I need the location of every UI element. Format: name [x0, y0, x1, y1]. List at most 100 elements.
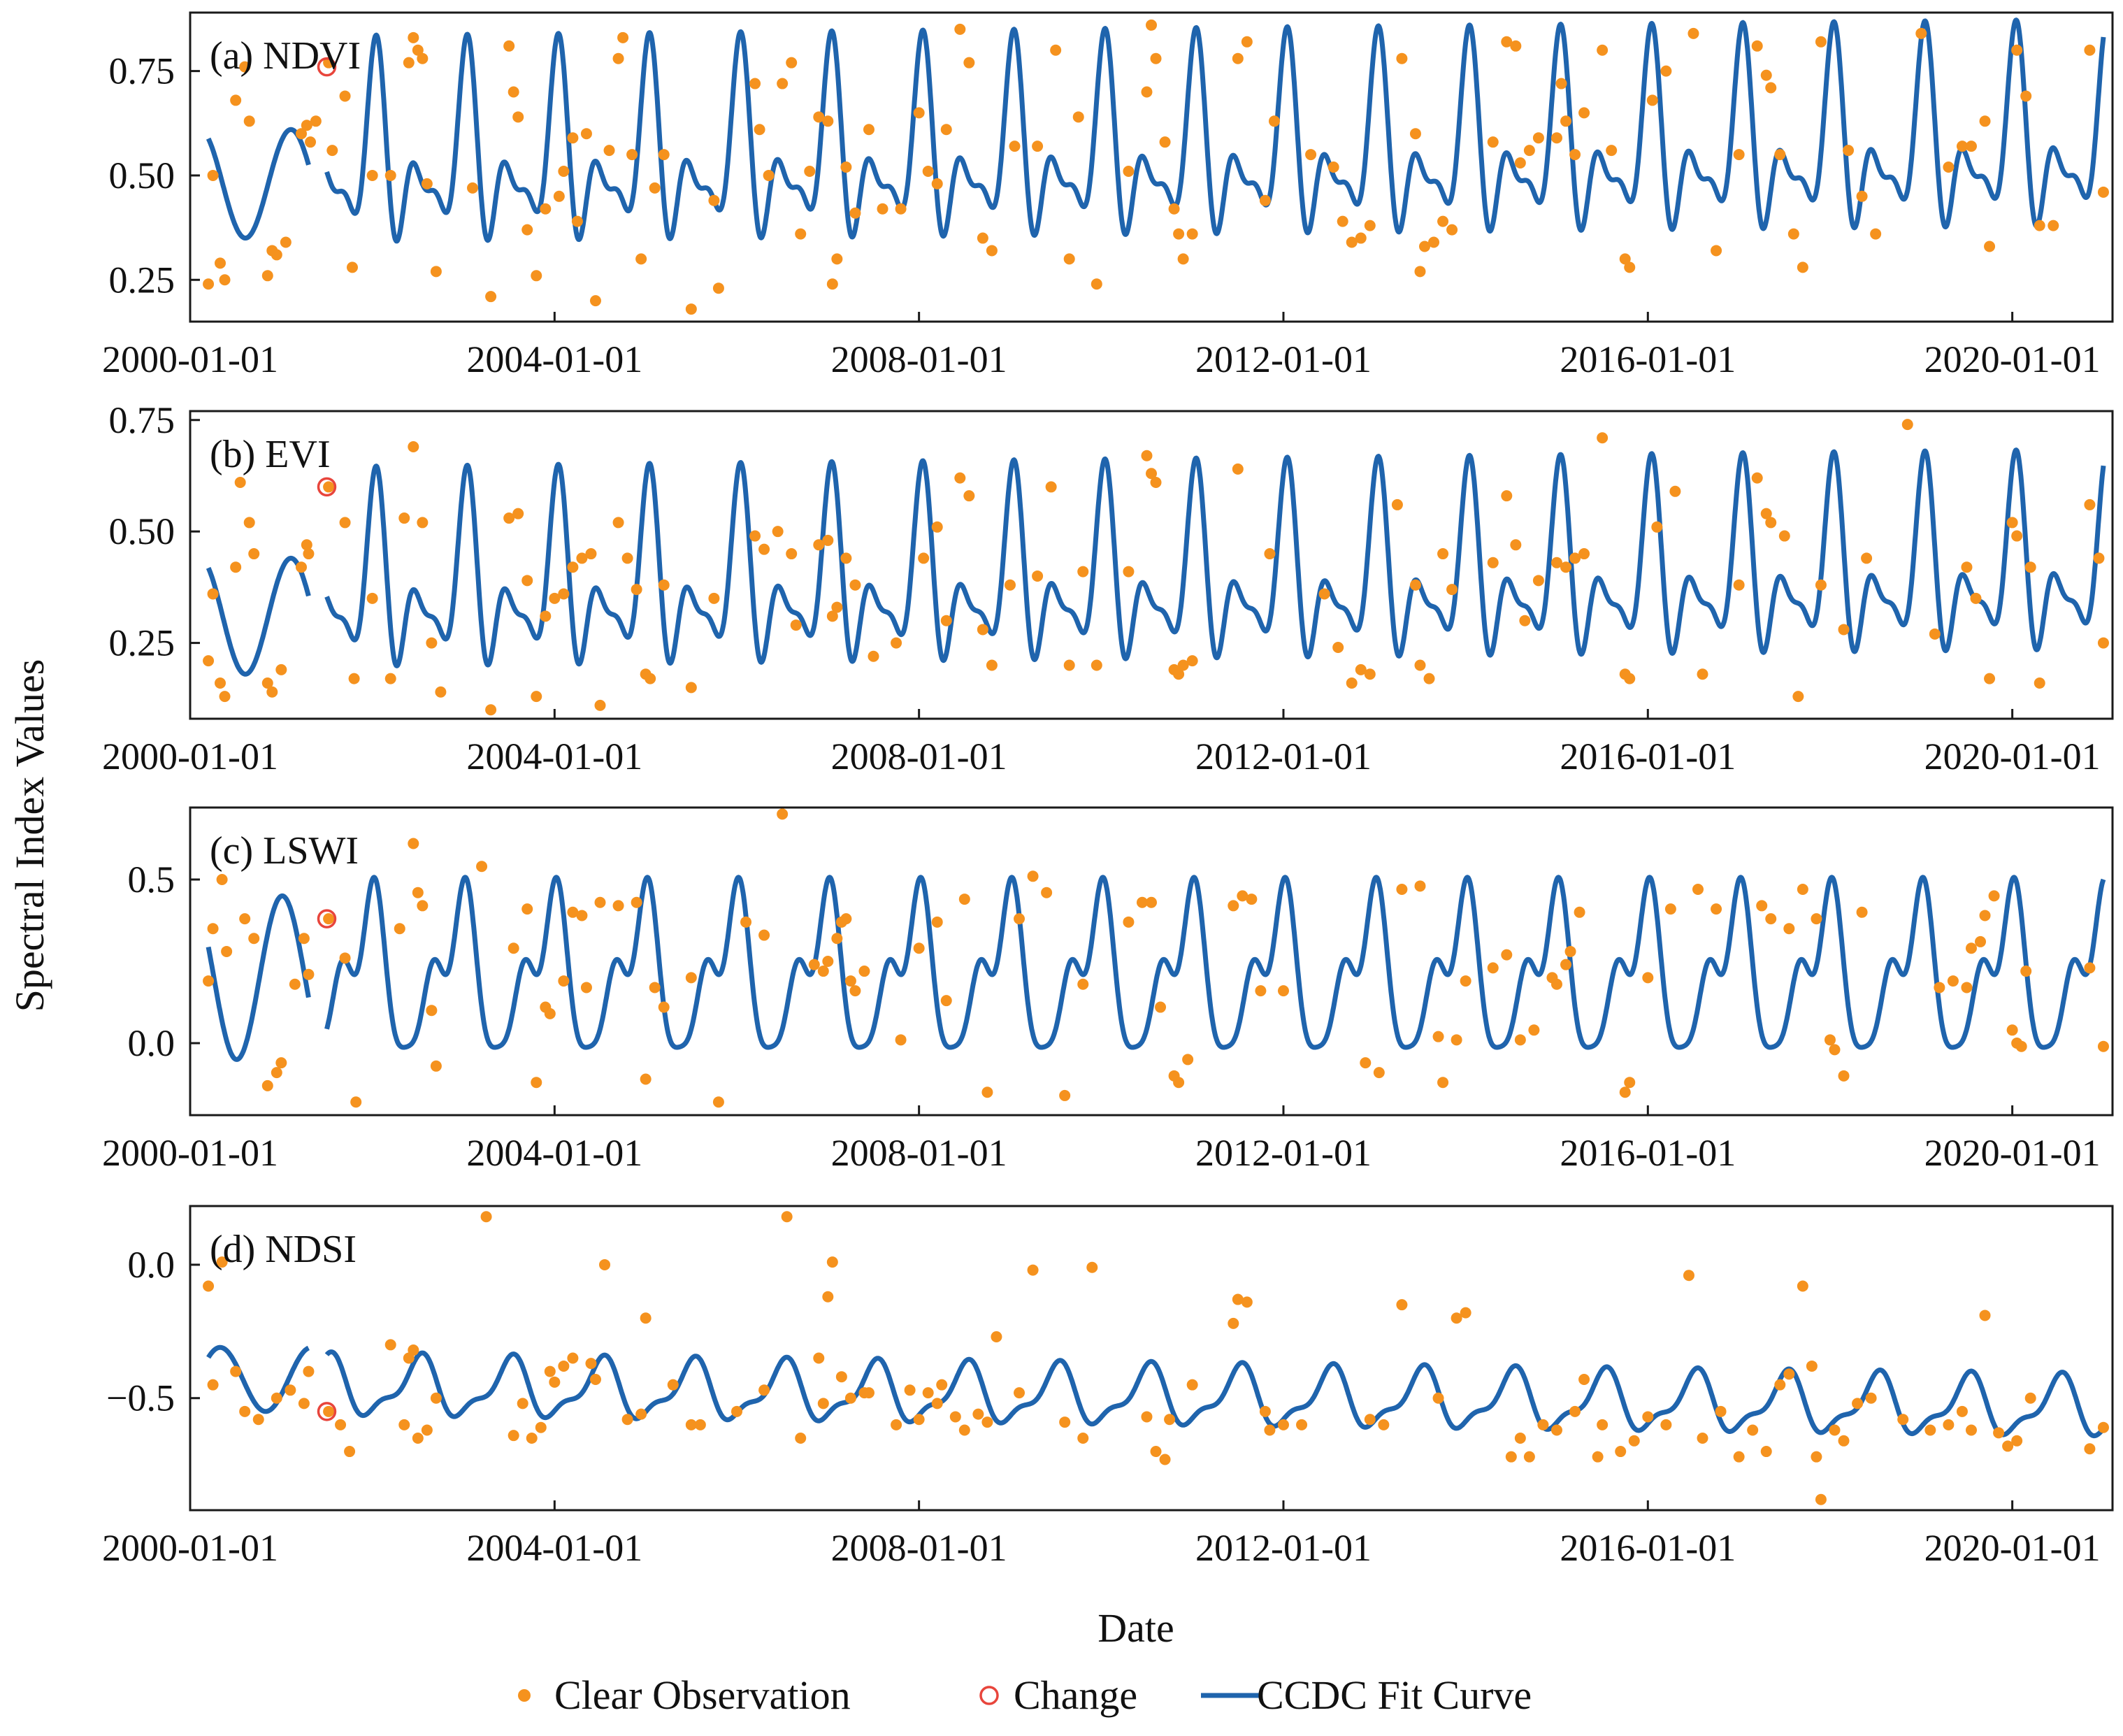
observation-point: [1578, 1374, 1590, 1386]
observation-point: [667, 1379, 679, 1391]
observation-point: [640, 1312, 652, 1324]
observation-point: [640, 1073, 652, 1085]
x-tick-label: 2008-01-01: [831, 338, 1007, 380]
observation-point: [366, 169, 378, 181]
observation-point: [1774, 149, 1786, 161]
observation-point: [1305, 149, 1317, 161]
legend-item-observation: Clear Observation: [518, 1672, 851, 1718]
observation-point: [1510, 40, 1522, 52]
observation-point: [1519, 615, 1531, 626]
observation-point: [1177, 253, 1189, 265]
panel-label: (b) EVI: [210, 433, 331, 476]
observation-point: [230, 94, 242, 106]
observation-point: [1146, 468, 1157, 480]
y-tick-label: 0.75: [109, 50, 175, 92]
observation-point: [1733, 149, 1745, 161]
observation-point: [2024, 1392, 2036, 1404]
observation-point: [840, 162, 852, 173]
observation-point: [303, 1365, 315, 1377]
observation-point: [1961, 982, 1973, 993]
observation-point: [1337, 215, 1348, 227]
observation-point: [412, 887, 424, 898]
observation-point: [963, 57, 975, 69]
observation-point: [1756, 900, 1768, 912]
observation-point: [1373, 1067, 1385, 1079]
observation-point: [1929, 628, 1941, 640]
observation-point: [694, 1419, 706, 1430]
observation-point: [1241, 1296, 1253, 1308]
observation-point: [567, 132, 579, 144]
observation-point: [2034, 677, 2045, 689]
observation-point: [1619, 1086, 1631, 1098]
observation-point: [1578, 548, 1590, 560]
observation-point: [1975, 935, 1987, 947]
observation-point: [840, 913, 852, 925]
observation-point: [207, 588, 219, 600]
observation-point: [1979, 115, 1991, 127]
observation-point: [408, 838, 419, 849]
observation-point: [1993, 1427, 2005, 1439]
observation-point: [594, 896, 606, 908]
observation-point: [1550, 132, 1562, 144]
observation-point: [1597, 432, 1609, 444]
observation-point: [408, 31, 419, 43]
observation-point: [918, 552, 930, 564]
legend-change-marker: [979, 1686, 999, 1705]
observation-point: [384, 169, 396, 181]
observation-point: [1264, 548, 1276, 560]
observation-point: [1956, 1405, 1968, 1417]
x-tick-label: 2020-01-01: [1924, 736, 2101, 777]
observation-point: [758, 929, 770, 941]
observation-point: [1077, 566, 1089, 578]
observation-point: [986, 659, 998, 671]
observation-point: [1943, 162, 1955, 173]
observation-point: [580, 982, 592, 993]
panel-label: (c) LSWI: [210, 829, 359, 873]
observation-point: [931, 178, 943, 189]
observation-point: [521, 224, 533, 236]
observation-point: [904, 1384, 916, 1396]
observation-point: [758, 543, 770, 555]
observation-point: [1318, 588, 1330, 600]
observation-point: [512, 111, 524, 123]
observation-point: [1843, 145, 1855, 157]
observation-point: [635, 253, 647, 265]
x-tick-label: 2012-01-01: [1195, 736, 1372, 777]
y-axis-title: Spectral Index Values: [7, 659, 52, 1012]
observation-point: [366, 592, 378, 604]
y-tick-label: 0.50: [109, 510, 175, 552]
observation-point: [840, 552, 852, 564]
observation-point: [1924, 1424, 1936, 1436]
observation-point: [1264, 1424, 1276, 1436]
observation-point: [685, 972, 697, 984]
observation-point: [891, 1419, 902, 1430]
y-tick-label: 0.75: [109, 399, 175, 441]
observation-point: [594, 699, 606, 711]
observation-point: [1564, 945, 1576, 957]
x-tick-label: 2020-01-01: [1924, 1527, 2101, 1569]
observation-point: [712, 1096, 724, 1108]
observation-point: [303, 548, 315, 560]
change-marker: [317, 909, 337, 928]
observation-point: [508, 942, 519, 954]
observation-point: [1177, 659, 1189, 671]
observation-point: [1277, 985, 1289, 997]
observation-point: [1783, 1368, 1795, 1380]
observation-point: [275, 1057, 287, 1069]
observation-point: [1806, 1360, 1818, 1372]
observation-point: [303, 968, 315, 980]
observation-point: [1050, 44, 1062, 56]
observation-point: [512, 508, 524, 519]
panel-clswi: 2000-01-01 2004-01-01 2008-01-01 2012-01-01…: [102, 806, 2114, 1174]
fit-curve-segment1: [206, 893, 311, 1062]
observation-point: [2020, 90, 2032, 102]
panels: 2000-01-01 2004-01-01 2008-01-01 2012-01-01…: [102, 11, 2114, 1569]
observation-point: [849, 985, 861, 997]
observation-point: [1984, 241, 1996, 252]
observation-point: [1460, 1307, 1471, 1319]
observation-point: [831, 933, 843, 945]
observation-point: [553, 190, 565, 202]
x-tick-label: 2000-01-01: [102, 1527, 278, 1569]
observation-point: [977, 624, 988, 636]
observation-point: [635, 1408, 647, 1420]
